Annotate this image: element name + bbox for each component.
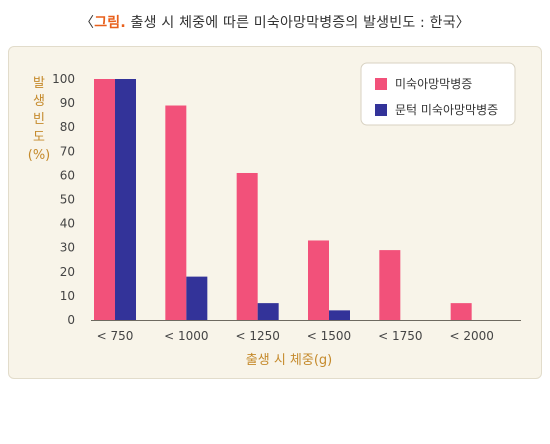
bar-chart: 발생빈도 (%) 0 10 20 30 40 50 60 70 80 90 100 < 750 < 10… (28, 62, 521, 368)
title-tag: 그림. (94, 15, 126, 31)
x-tick-label: < 1250 (235, 329, 279, 343)
legend-box (360, 62, 516, 126)
y-tick-label: 0 (67, 313, 75, 327)
y-tick-label: 60 (60, 168, 75, 182)
y-axis-label-line: 생 (33, 94, 45, 109)
bar-rop (165, 105, 187, 320)
y-tick-label: 70 (60, 144, 75, 158)
bar-threshold-rop (257, 303, 279, 320)
bar-threshold-rop (329, 310, 350, 320)
title-text: 출생 시 체중에 따른 미숙아망막병증의 발생빈도 : 한국〉 (125, 15, 470, 31)
y-axis-label: 발생빈도 (%) (28, 76, 51, 163)
bar-rop (236, 172, 258, 320)
y-tick-label: 40 (60, 217, 75, 231)
y-tick-label: 80 (60, 120, 75, 134)
legend-entry: 미숙아망막병증 (395, 77, 472, 91)
y-tick-label: 90 (60, 96, 75, 110)
y-axis-label-line: 도 (33, 130, 45, 145)
y-tick-label: 20 (60, 265, 75, 279)
bar-rop (94, 79, 115, 320)
y-axis-label-line: (%) (28, 148, 51, 163)
x-tick-label: < 2000 (449, 329, 493, 343)
x-tick-label: < 1500 (307, 329, 351, 343)
x-axis-label: 출생 시 체중(g) (246, 353, 332, 368)
x-tick-label: < 1750 (378, 329, 422, 343)
legend-entry: 문턱 미숙아망막병증 (395, 103, 498, 117)
figure-title: 〈그림. 출생 시 체중에 따른 미숙아망막병증의 발생빈도 : 한국〉 (0, 12, 550, 32)
y-axis-ticks: 0 10 20 30 40 50 60 70 80 90 100 (52, 72, 75, 327)
y-tick-label: 50 (60, 193, 75, 207)
bar-rop (308, 240, 329, 320)
y-tick-label: 100 (52, 72, 75, 86)
chart-panel: 발 생 빈 도 (%) 0 10 20 30 40 50 60 70 80 90 100 < 750 < 10… (8, 46, 542, 379)
y-tick-label: 30 (60, 241, 75, 255)
y-axis-label-line: 발 (33, 76, 45, 91)
y-axis-label-line: 빈 (33, 112, 45, 127)
y-tick-label: 10 (60, 289, 75, 303)
x-axis-ticks: < 750 < 1000 < 1250 < 1500 < 1750 < 2000 (97, 329, 494, 343)
bar-rop (450, 303, 472, 320)
legend-swatch (375, 104, 387, 116)
bar-rop (379, 250, 401, 320)
title-prefix: 〈 (80, 15, 95, 31)
bar-threshold-rop (115, 79, 136, 320)
x-tick-label: < 1000 (164, 329, 208, 343)
legend-swatch (375, 78, 387, 90)
x-tick-label: < 750 (97, 329, 134, 343)
bars-group (94, 79, 472, 320)
bar-threshold-rop (186, 276, 208, 320)
